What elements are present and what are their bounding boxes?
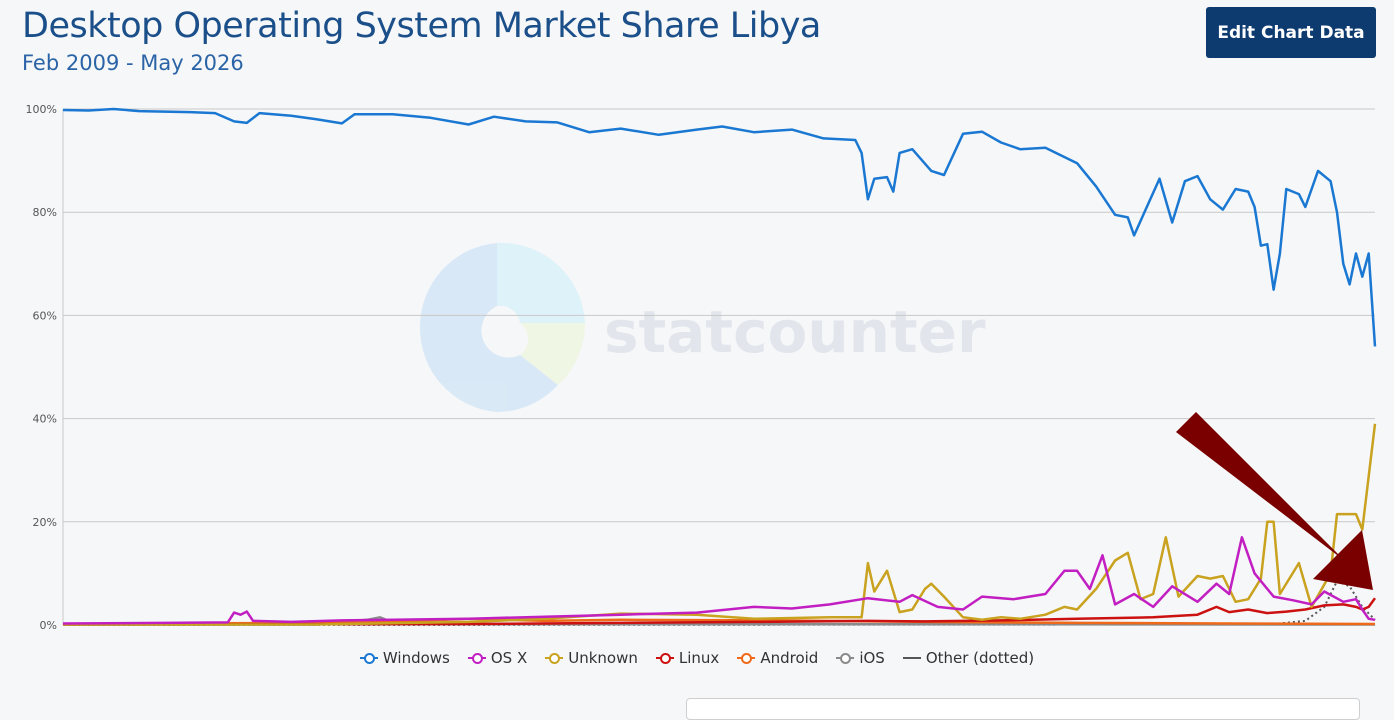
legend-label: Other (dotted) — [925, 649, 1035, 667]
y-tick-label: 80% — [33, 206, 57, 219]
legend-label: OS X — [490, 649, 528, 667]
series-line-windows — [62, 107, 1377, 347]
legend-marker-icon — [467, 652, 486, 664]
legend-marker-icon — [545, 652, 564, 664]
legend-item-windows[interactable]: Windows — [359, 649, 450, 667]
annotation-arrow — [1176, 412, 1373, 590]
legend-item-ios[interactable]: iOS — [836, 649, 885, 667]
legend-item-os-x[interactable]: OS X — [467, 649, 528, 667]
legend-item-linux[interactable]: Linux — [655, 649, 720, 667]
footer-panel — [686, 698, 1360, 720]
y-tick-label: 0% — [40, 619, 57, 632]
legend-label: Unknown — [568, 649, 638, 667]
legend-label: Android — [760, 649, 819, 667]
y-axis-ticks: 0% 20% 40% 60% 80% 100% — [26, 103, 57, 632]
series-line-other-dotted — [62, 580, 1376, 626]
edit-chart-data-button[interactable]: Edit Chart Data — [1206, 7, 1376, 58]
legend-label: Linux — [678, 649, 720, 667]
legend-marker-icon — [902, 652, 921, 664]
y-tick-label: 40% — [33, 413, 57, 426]
legend-label: iOS — [859, 649, 885, 667]
date-range-subtitle: Feb 2009 - May 2026 — [22, 51, 244, 75]
legend-label: Windows — [382, 649, 450, 667]
watermark-text: statcounter — [604, 298, 986, 366]
chart-series — [62, 107, 1377, 626]
market-share-chart: statcounter 0% 20% 40% 60% 80% 100% — [26, 103, 1377, 632]
y-tick-label: 20% — [33, 516, 57, 529]
legend-marker-icon — [836, 652, 855, 664]
legend-item-android[interactable]: Android — [737, 649, 818, 667]
legend-item-other-dotted[interactable]: Other (dotted) — [902, 649, 1035, 667]
chart-grid — [62, 108, 1375, 626]
chart-legend: Windows OS X Unknown Linux Android iOS Other (… — [0, 646, 1394, 670]
legend-marker-icon — [737, 652, 756, 664]
page-title: Desktop Operating System Market Share Li… — [22, 6, 821, 46]
series-line-os-x — [62, 536, 1376, 625]
y-tick-label: 60% — [33, 309, 57, 322]
series-line-unknown — [63, 423, 1377, 626]
series-line-linux — [62, 597, 1377, 626]
legend-marker-icon — [655, 652, 674, 664]
legend-marker-icon — [359, 652, 378, 664]
y-tick-label: 100% — [26, 103, 57, 116]
legend-item-unknown[interactable]: Unknown — [545, 649, 638, 667]
statcounter-watermark: statcounter — [419, 242, 986, 412]
